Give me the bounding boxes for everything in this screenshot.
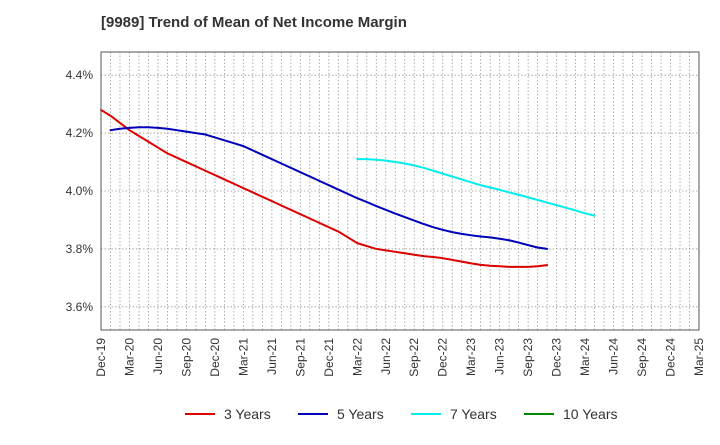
x-tick-label: Sep-21 — [293, 338, 307, 377]
y-tick-label: 4.4% — [66, 68, 94, 82]
x-tick-label: Mar-20 — [122, 338, 136, 376]
x-tick-label: Jun-24 — [607, 338, 621, 375]
chart-title: [9989] Trend of Mean of Net Income Margi… — [101, 14, 407, 31]
x-tick-label: Mar-23 — [464, 338, 478, 376]
legend-label: 5 Years — [337, 406, 384, 422]
legend-label: 7 Years — [450, 406, 497, 422]
x-tick-label: Sep-22 — [407, 338, 421, 377]
legend-label: 3 Years — [224, 406, 271, 422]
y-tick-label: 3.8% — [66, 242, 94, 256]
x-tick-label: Mar-24 — [578, 338, 592, 376]
x-tick-label: Sep-23 — [521, 338, 535, 377]
x-tick-label: Dec-22 — [436, 338, 450, 377]
y-tick-label: 4.0% — [66, 184, 94, 198]
x-tick-label: Jun-23 — [493, 338, 507, 375]
x-tick-label: Dec-20 — [208, 338, 222, 377]
x-tick-label: Dec-24 — [664, 338, 678, 377]
x-tick-label: Jun-22 — [379, 338, 393, 375]
series-line — [109, 126, 549, 250]
x-tick-label: Sep-24 — [635, 338, 649, 377]
y-tick-label: 3.6% — [66, 300, 94, 314]
grid — [101, 52, 699, 330]
y-tick-label: 4.2% — [66, 126, 94, 140]
x-tick-label: Dec-23 — [550, 338, 564, 377]
x-tick-label: Dec-19 — [94, 338, 108, 377]
legend: 3 Years 5 Years 7 Years 10 Years — [185, 406, 618, 422]
x-tick-label: Dec-21 — [322, 338, 336, 377]
x-tick-label: Mar-21 — [236, 338, 250, 376]
x-axis-tick-labels: Dec-19 Mar-20 Jun-20 Sep-20 Dec-20 Mar-21 Jun-… — [94, 338, 706, 377]
x-tick-label: Jun-20 — [151, 338, 165, 375]
series-lines — [100, 108, 596, 268]
x-tick-label: Mar-22 — [350, 338, 364, 376]
x-tick-label: Jun-21 — [265, 338, 279, 375]
series-line — [100, 108, 549, 268]
x-tick-label: Sep-20 — [179, 338, 193, 377]
series-line — [356, 158, 596, 217]
legend-label: 10 Years — [563, 406, 618, 422]
x-tick-label: Mar-25 — [692, 338, 706, 376]
y-axis-tick-labels: 3.6% 3.8% 4.0% 4.2% 4.4% — [66, 68, 94, 314]
plot-area-frame — [100, 51, 700, 331]
